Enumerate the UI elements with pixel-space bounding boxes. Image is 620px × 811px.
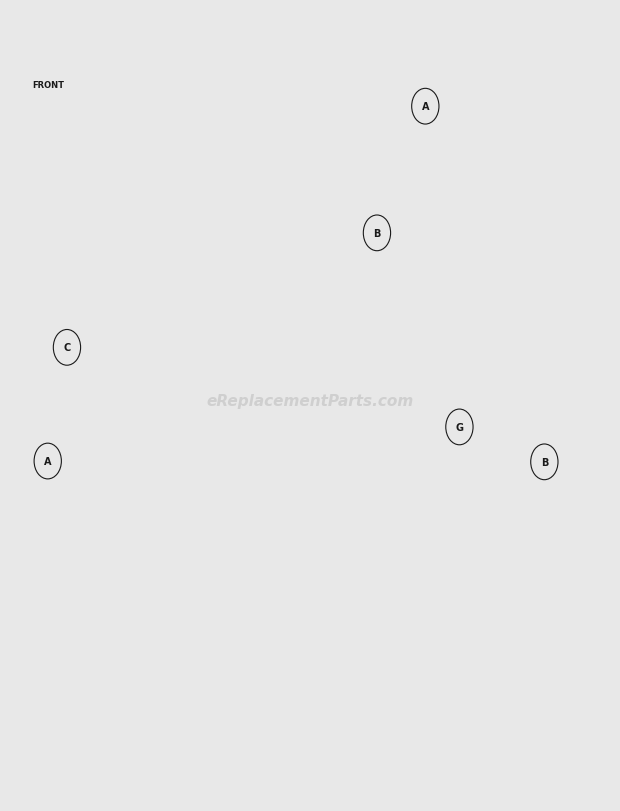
Text: C: C [63,343,71,353]
Text: 92037: 92037 [47,327,76,337]
Text: 92181/A~F: 92181/A~F [350,467,397,477]
Text: 49022B: 49022B [175,371,210,380]
Text: 13088A: 13088A [321,328,355,338]
Text: 92200: 92200 [288,366,316,375]
Text: 92071: 92071 [135,306,163,315]
Text: 92192: 92192 [37,350,66,359]
Text: 92037A: 92037A [37,359,71,369]
Text: 92048A: 92048A [502,429,537,439]
Text: 92033: 92033 [143,448,172,458]
Text: 92015: 92015 [228,508,256,518]
Text: 13089: 13089 [412,375,441,384]
Text: 480: 480 [366,502,384,512]
Text: 921610: 921610 [479,397,513,406]
Text: 92180/A-B: 92180/A-B [296,349,340,358]
Text: 92180W~Z: 92180W~Z [353,457,400,466]
Text: 92152: 92152 [466,338,495,348]
Text: 490220: 490220 [431,350,466,360]
Text: 92045B: 92045B [206,497,241,507]
Text: 13107: 13107 [324,291,352,301]
Text: A: A [422,102,429,112]
Bar [73,274,530,543]
Text: G: G [456,423,463,432]
Text: 92180/A-D: 92180/A-D [295,396,340,406]
Text: 92045A: 92045A [122,393,157,402]
Text: 13101/B: 13101/B [188,271,227,281]
Text: 49022: 49022 [482,350,510,360]
Text: 13101A: 13101A [460,271,495,281]
Text: 49008: 49008 [240,157,268,167]
Text: 92151A: 92151A [488,406,523,416]
Text: 92055: 92055 [30,417,59,427]
Text: 49035: 49035 [410,283,439,293]
Text: 92049: 92049 [337,487,366,497]
Text: 59266: 59266 [30,206,59,216]
Text: 92180L-V: 92180L-V [118,422,157,431]
Text: FRONT: FRONT [32,80,64,90]
Text: 49022A: 49022A [204,474,239,484]
Text: 92151B: 92151B [502,453,537,462]
Text: 92048: 92048 [125,432,154,442]
Text: 92200: 92200 [317,409,346,418]
Text: 92049A: 92049A [53,449,87,459]
Text: 92161: 92161 [50,478,78,487]
Text: 92045/A: 92045/A [377,487,414,497]
Text: 13088: 13088 [422,363,450,373]
Text: 92145: 92145 [317,385,346,395]
Text: eReplacementParts.com: eReplacementParts.com [206,394,414,409]
Text: 48022: 48022 [403,312,432,322]
Text: A: A [44,457,51,466]
Text: 92145: 92145 [322,338,351,348]
Bar [108,70,415,157]
Text: E2126A: E2126A [524,30,561,40]
Text: 92009: 92009 [243,522,272,532]
Text: 49022C: 49022C [445,294,479,304]
Text: B: B [373,229,381,238]
Text: B: B [541,457,548,467]
Text: 11060: 11060 [78,466,106,476]
Text: 92066: 92066 [27,442,56,452]
Text: 92180E~K: 92180E~K [201,460,246,470]
Text: 59266: 59266 [429,187,458,197]
Text: 49006A: 49006A [178,85,213,95]
Text: 11012: 11012 [497,482,526,491]
Text: 14055: 14055 [100,382,129,392]
